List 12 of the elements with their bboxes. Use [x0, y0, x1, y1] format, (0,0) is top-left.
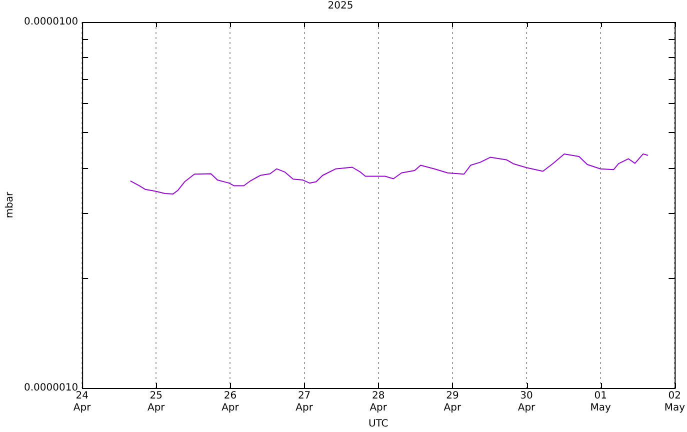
- x-tick-label: 02 May: [664, 390, 686, 414]
- x-tick-label: 30 Apr: [518, 390, 536, 414]
- x-tick-label: 27 Apr: [296, 390, 314, 414]
- x-tick-label: 29 Apr: [444, 390, 462, 414]
- x-tick-label: 28 Apr: [370, 390, 388, 414]
- y-tick-label: 0.0000100: [24, 16, 78, 28]
- x-tick-label: 01 May: [590, 390, 611, 414]
- x-tick-label: 25 Apr: [147, 390, 166, 414]
- y-axis-title: mbar: [4, 190, 16, 218]
- chart-title: 2025: [328, 0, 354, 12]
- x-tick-label: 26 Apr: [222, 390, 240, 414]
- x-axis-title: UTC: [368, 418, 388, 430]
